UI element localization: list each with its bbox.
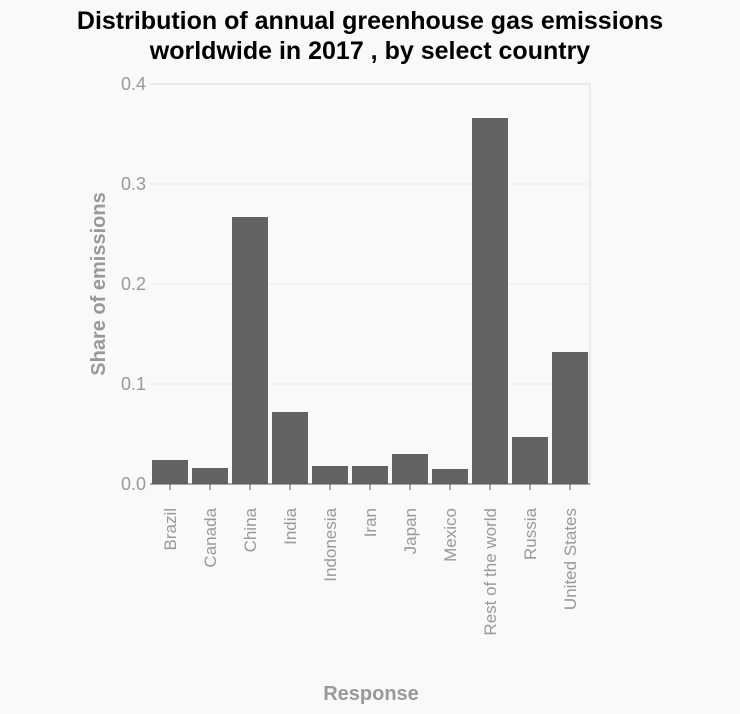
bar-indonesia <box>312 466 348 484</box>
y-axis-title: Share of emissions <box>88 192 110 375</box>
x-tick-label: Japan <box>401 508 420 554</box>
bar-mexico <box>432 469 468 484</box>
y-tick-label: 0.1 <box>121 374 146 394</box>
x-axis-title: Response <box>323 683 419 705</box>
bar-japan <box>392 454 428 484</box>
bar-rest-of-the-world <box>472 118 508 484</box>
x-tick-label: Canada <box>201 507 220 567</box>
x-tick-label: China <box>241 507 260 552</box>
y-tick-label: 0.0 <box>121 474 146 494</box>
x-tick-label: Mexico <box>441 508 460 562</box>
bar-india <box>272 412 308 484</box>
x-tick-label: United States <box>561 508 580 610</box>
axes: 0.0 0.1 0.2 0.3 0.4 Brazil Canada China India Ind… <box>121 74 590 636</box>
x-tick-label: Rest of the world <box>481 508 500 636</box>
y-tick-label: 0.4 <box>121 74 146 94</box>
grid-lines <box>150 83 591 484</box>
x-tick-label: India <box>281 507 300 544</box>
bar-russia <box>512 437 548 484</box>
x-tick-label: Iran <box>361 508 380 537</box>
bar-united-states <box>552 352 588 484</box>
x-tick-label: Russia <box>521 507 540 560</box>
bar-china <box>232 217 268 484</box>
bar-brazil <box>152 460 188 484</box>
bar-iran <box>352 466 388 484</box>
x-tick-label: Indonesia <box>321 507 340 581</box>
y-tick-label: 0.2 <box>121 274 146 294</box>
chart-title: Distribution of annual greenhouse gas em… <box>76 7 664 65</box>
y-tick-label: 0.3 <box>121 174 146 194</box>
bars <box>152 118 588 484</box>
x-tick-label: Brazil <box>161 508 180 551</box>
bar-canada <box>192 468 228 484</box>
